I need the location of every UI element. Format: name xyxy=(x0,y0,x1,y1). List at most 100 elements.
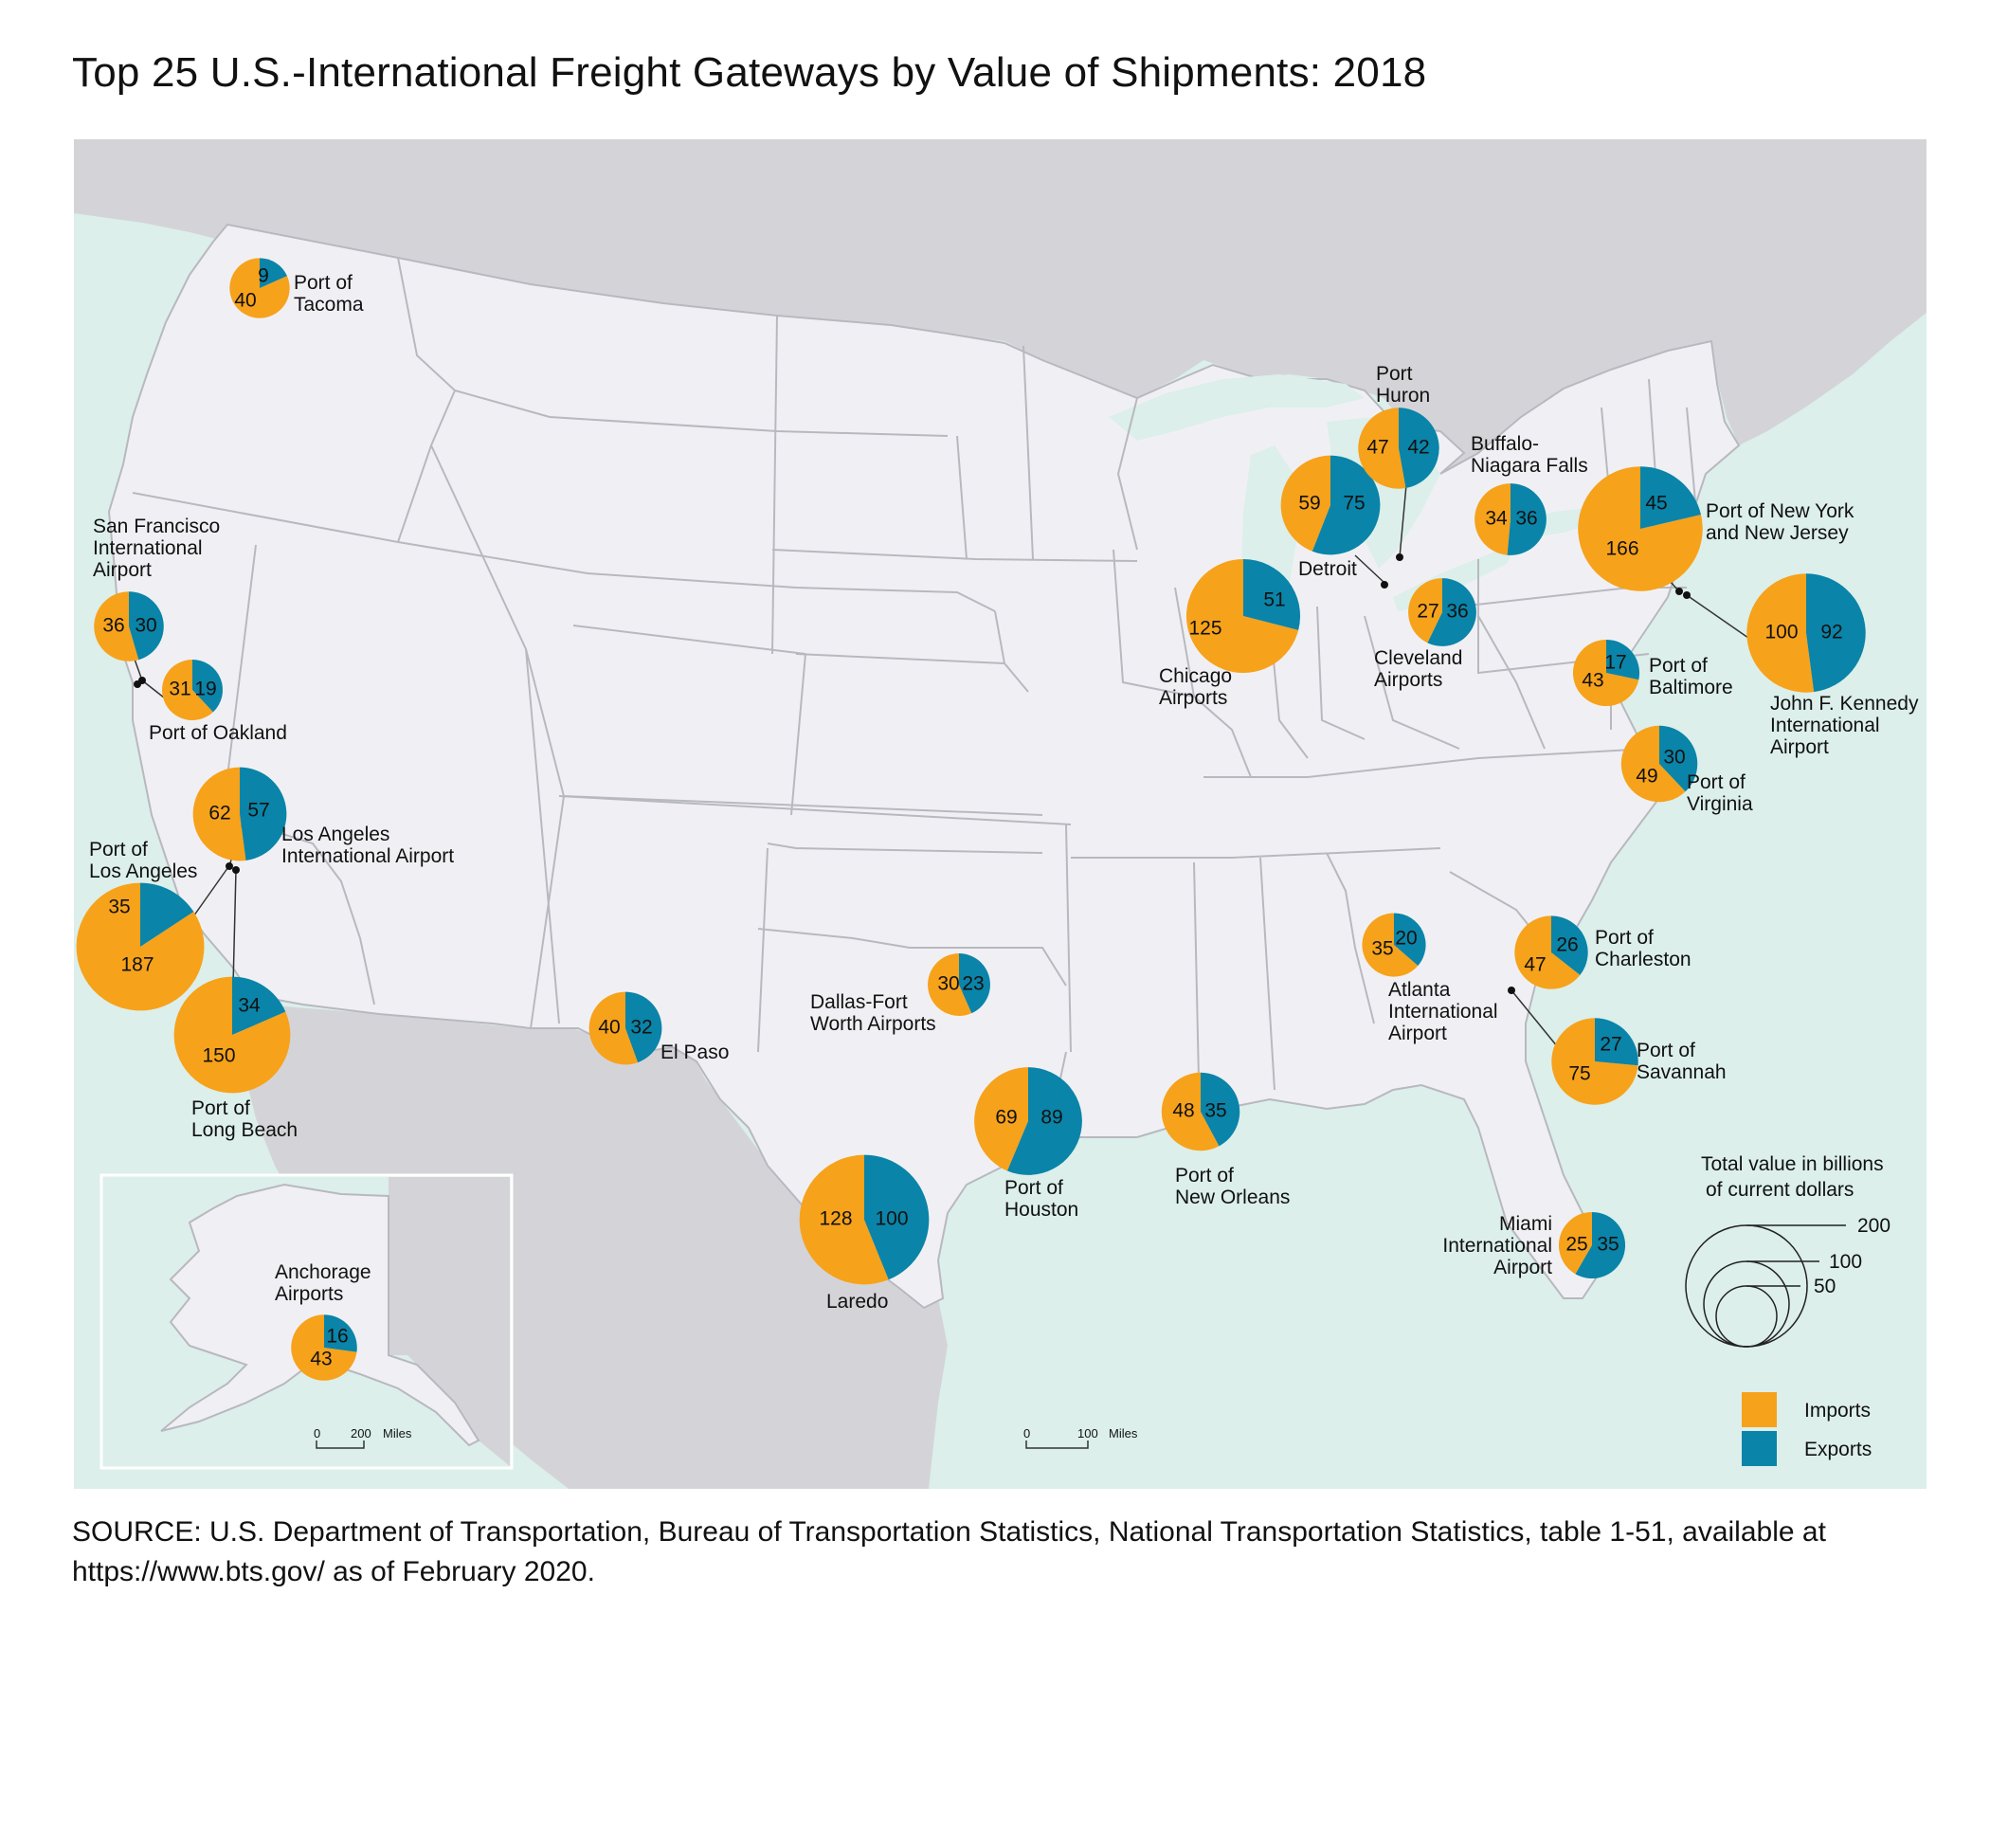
gateway-labels: Port of Tacoma San Francisco International A… xyxy=(89,272,1919,1313)
label-port-huron: Port Huron xyxy=(1376,363,1430,407)
imports-slice xyxy=(1558,1211,1592,1275)
imports-value: 36 xyxy=(102,615,124,637)
exports-slice xyxy=(129,591,164,661)
legend-size-200: 200 xyxy=(1857,1215,1890,1237)
imports-value: 166 xyxy=(1605,538,1638,560)
pie-port-huron: 47 42 xyxy=(1358,408,1439,489)
scale-inset-zero: 0 xyxy=(314,1426,320,1440)
exports-value: 30 xyxy=(135,615,156,637)
exports-value: 51 xyxy=(1263,589,1285,611)
imports-slice xyxy=(1280,455,1330,552)
exports-value: 17 xyxy=(1604,652,1626,674)
exports-slice xyxy=(1551,915,1588,975)
legend-imports-swatch xyxy=(1742,1392,1777,1427)
legend-title-2: of current dollars xyxy=(1706,1179,1854,1201)
imports-slice xyxy=(1161,1072,1220,1151)
pie-laredo: 128 100 xyxy=(799,1154,930,1285)
exports-value: 35 xyxy=(1597,1234,1619,1256)
exports-value: 100 xyxy=(875,1208,908,1230)
label-port-of-long-beach: Port of Long Beach xyxy=(191,1097,298,1141)
imports-slice xyxy=(928,953,972,1016)
scale-main-value: 100 xyxy=(1077,1426,1098,1440)
label-detroit: Detroit xyxy=(1298,558,1357,580)
pie-port-of-houston: 69 89 xyxy=(974,1067,1082,1175)
pie-chicago-airports: 125 51 xyxy=(1185,558,1301,674)
pie-buffalo-niagara-falls: 34 36 xyxy=(1474,483,1547,555)
exports-slice xyxy=(1243,558,1301,630)
exports-slice xyxy=(1640,466,1701,529)
exports-slice xyxy=(140,882,194,947)
source-line-1: SOURCE: U.S. Department of Transportatio… xyxy=(72,1516,1826,1548)
exports-value: 30 xyxy=(1663,747,1685,769)
pie-el-paso: 40 32 xyxy=(588,991,662,1065)
size-legend: Total value in billions of current dolla… xyxy=(1685,1153,1890,1466)
scale-main-unit: Miles xyxy=(1109,1426,1138,1440)
imports-slice xyxy=(1358,408,1406,489)
exports-value: 19 xyxy=(194,679,216,700)
imports-slice xyxy=(1185,558,1299,674)
exports-value: 35 xyxy=(108,897,130,918)
imports-slice xyxy=(192,767,246,861)
imports-slice xyxy=(291,1314,357,1381)
imports-value: 31 xyxy=(169,679,190,700)
scale-inset-unit: Miles xyxy=(383,1426,412,1440)
imports-slice xyxy=(588,991,639,1065)
label-el-paso: El Paso xyxy=(660,1042,729,1063)
scale-bar-main: 0 100 Miles xyxy=(1023,1426,1138,1449)
imports-slice xyxy=(1572,639,1639,707)
pie-port-of-savannah: 75 27 xyxy=(1551,1018,1638,1105)
lake-superior xyxy=(1109,374,1365,441)
map-title: Top 25 U.S.-International Freight Gatewa… xyxy=(72,49,1427,96)
exports-slice xyxy=(1312,455,1381,555)
label-anchorage-airports: Anchorage Airports xyxy=(275,1261,371,1305)
exports-value: 23 xyxy=(962,973,984,995)
imports-value: 47 xyxy=(1524,954,1546,976)
scale-bar-inset: 0 200 Miles xyxy=(314,1426,412,1449)
imports-slice xyxy=(799,1154,889,1285)
exports-slice xyxy=(1006,1067,1082,1175)
label-port-of-savannah: Port of Savannah xyxy=(1637,1040,1727,1083)
imports-value: 49 xyxy=(1636,766,1657,788)
imports-value: 59 xyxy=(1298,493,1320,515)
exports-value: 26 xyxy=(1556,934,1578,956)
exports-slice xyxy=(1399,408,1439,489)
exports-value: 42 xyxy=(1407,437,1429,459)
imports-value: 62 xyxy=(208,803,230,824)
imports-slice xyxy=(162,660,213,720)
imports-slice xyxy=(94,591,139,661)
imports-slice xyxy=(1746,573,1815,693)
imports-value: 25 xyxy=(1565,1234,1587,1256)
imports-slice xyxy=(1620,725,1686,803)
exports-slice xyxy=(1659,725,1698,792)
imports-value: 75 xyxy=(1568,1063,1590,1085)
exports-slice xyxy=(1595,1018,1638,1066)
pie-port-of-tacoma: 409 xyxy=(229,258,290,318)
label-port-of-new-orleans: Port of New Orleans xyxy=(1175,1165,1290,1208)
exports-value: 35 xyxy=(1204,1100,1226,1122)
label-atlanta-international-airport: Atlanta International Airport xyxy=(1388,979,1498,1044)
exports-slice xyxy=(1806,573,1866,693)
locator-dots xyxy=(134,553,1691,994)
mexico-landmass xyxy=(237,1003,948,1489)
pie-los-angeles-international-airport: 62 57 xyxy=(192,767,287,861)
alaska-landmass xyxy=(160,1183,480,1447)
label-port-of-virginia: Port of Virginia xyxy=(1687,771,1753,815)
imports-slice xyxy=(1514,915,1581,989)
pie-port-of-long-beach: 150 34 xyxy=(173,976,291,1094)
pie-san-francisco-international-airport: 36 30 xyxy=(94,591,164,661)
pie-cleveland-airports: 27 36 xyxy=(1408,578,1476,646)
label-laredo: Laredo xyxy=(826,1291,888,1313)
pie-port-of-virginia: 49 30 xyxy=(1620,725,1698,803)
legend-size-100: 100 xyxy=(1829,1251,1862,1273)
legend-title-1: Total value in billions xyxy=(1701,1153,1884,1175)
pie-john-f-kennedy-international-airport: 100 92 xyxy=(1746,573,1866,693)
scale-inset-value: 200 xyxy=(351,1426,371,1440)
pie-port-of-new-york-and-new-jersey: 166 45 xyxy=(1578,466,1703,591)
pie-port-of-los-angeles: 187 35 xyxy=(76,882,205,1011)
imports-value: 40 xyxy=(598,1017,620,1039)
imports-slice xyxy=(1362,913,1419,977)
